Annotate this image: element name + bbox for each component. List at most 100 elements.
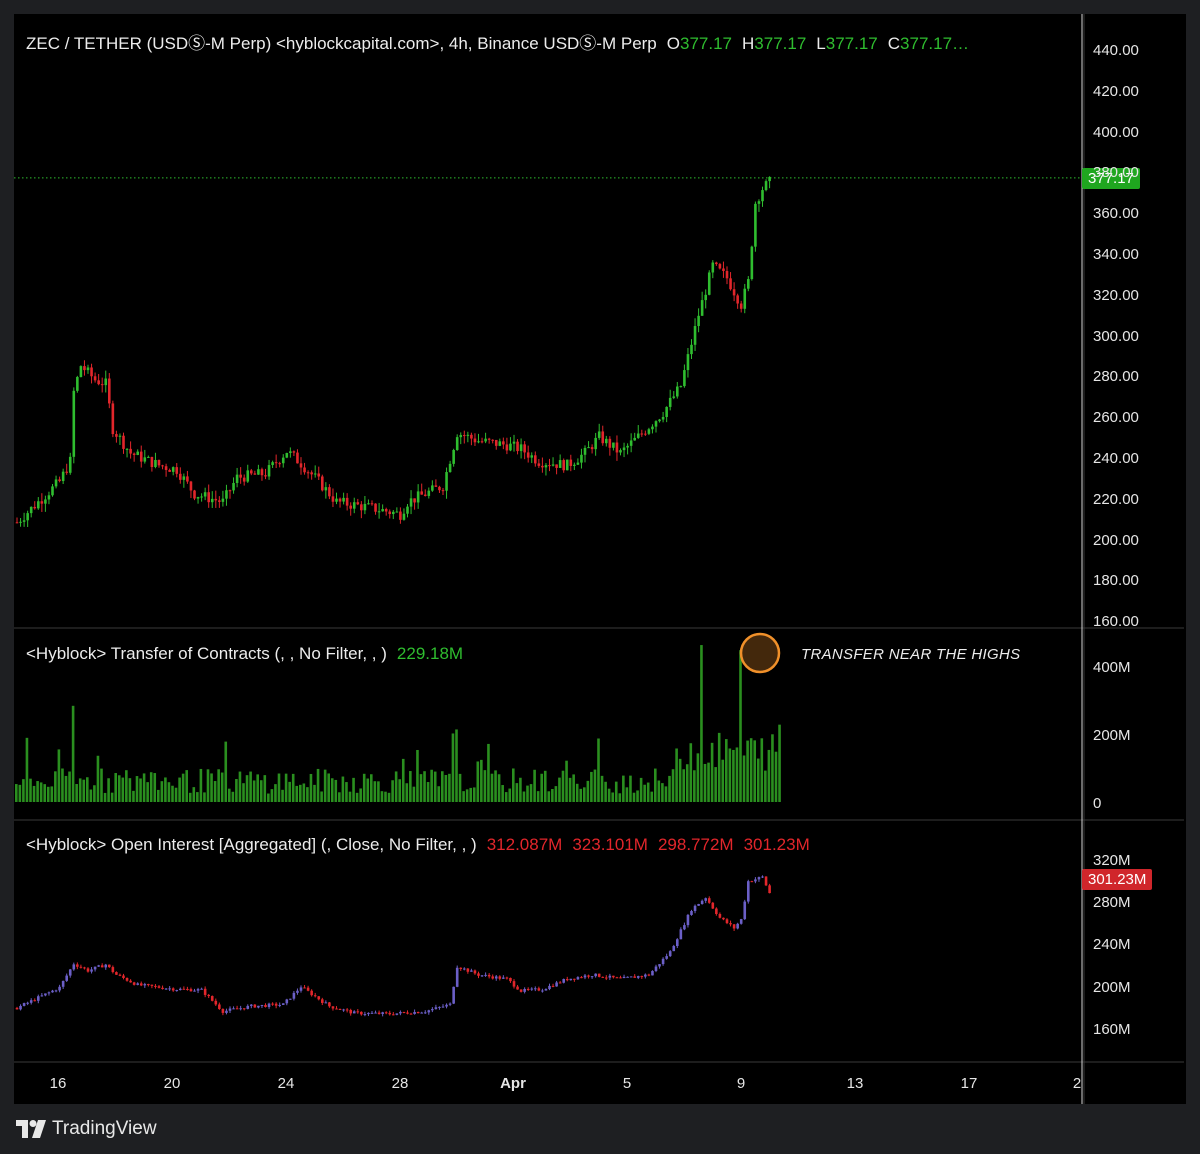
oi-candle (122, 975, 125, 979)
price-candle (218, 500, 221, 502)
price-candle (722, 268, 725, 272)
oi-candle (555, 982, 558, 987)
transfer-bar (625, 787, 629, 802)
price-tick-label: 320.00 (1093, 286, 1139, 304)
transfer-bar (607, 788, 611, 802)
oi-candle (33, 1000, 37, 1002)
price-candle (274, 462, 278, 464)
transfer-bar (504, 792, 508, 802)
transfer-bar (235, 779, 238, 802)
brand-name: TradingView (52, 1118, 157, 1139)
transfer-bar (192, 787, 196, 802)
price-candle (466, 434, 470, 436)
price-candle (494, 439, 498, 446)
oi-candle (367, 1012, 370, 1015)
oi-candle (317, 996, 321, 1000)
price-candle (118, 435, 122, 437)
price-candle (757, 201, 761, 204)
transfer-bar (462, 791, 465, 802)
price-legend: ZEC / TETHER (USDⓈ-M Perp) <hyblockcapit… (26, 34, 970, 53)
oi-candle (349, 1010, 352, 1014)
price-candle (210, 498, 214, 503)
price-candle (306, 472, 310, 474)
transfer-bar (270, 789, 274, 802)
oi-candle (434, 1007, 438, 1010)
price-candle (374, 503, 377, 512)
transfer-bar (401, 758, 405, 802)
price-candle (562, 460, 565, 471)
price-candle (707, 272, 711, 295)
oi-candle (108, 964, 111, 968)
transfer-bar (281, 789, 284, 802)
price-candle (768, 176, 771, 182)
price-candle (672, 396, 676, 398)
transfer-bar (327, 773, 330, 802)
oi-candle (374, 1012, 377, 1014)
transfer-bar (125, 770, 128, 802)
price-candle (271, 462, 274, 466)
price-candle (725, 271, 729, 279)
oi-candle (686, 914, 690, 926)
oi-candle (210, 996, 214, 1001)
transfer-bar (767, 749, 771, 802)
oi-candle (175, 990, 179, 992)
transfer-bar (306, 787, 309, 802)
transfer-bar (267, 793, 270, 802)
price-candle (413, 498, 416, 503)
transfer-bar (512, 768, 515, 802)
price-candle (700, 300, 704, 316)
price-candle (569, 459, 573, 466)
oi-candle (654, 966, 658, 971)
transfer-bar (664, 786, 668, 802)
price-candle (171, 467, 175, 472)
price-candle (764, 181, 768, 191)
transfer-bar (618, 793, 622, 802)
price-candle (441, 490, 445, 492)
symbol-title: ZEC / TETHER (USDⓈ-M Perp) <hyblockcapit… (26, 34, 657, 53)
oi-candle (246, 1005, 250, 1009)
price-candle (416, 491, 420, 503)
transfer-bar (682, 769, 685, 802)
price-candle (565, 459, 569, 471)
transfer-bar (444, 775, 448, 802)
price-candle (594, 437, 597, 450)
oi-candle (342, 1009, 345, 1011)
price-candle (676, 386, 679, 397)
price-candle (264, 475, 267, 477)
transfer-bar (536, 791, 540, 802)
oi-candle (732, 924, 736, 929)
transfer-bar (61, 768, 64, 802)
price-candle (509, 443, 512, 451)
transfer-bar (277, 773, 281, 802)
price-candle (257, 469, 260, 475)
transfer-bar (441, 771, 444, 802)
transfer-bar (437, 786, 441, 802)
transfer-bar (245, 775, 249, 802)
transfer-bar (774, 751, 778, 802)
price-candle (111, 403, 115, 435)
oi-candle (257, 1005, 260, 1008)
oi-candle (558, 982, 562, 984)
price-candle (179, 473, 182, 480)
transfer-bar (426, 782, 430, 802)
oi-candle (193, 990, 196, 992)
oi-low: 298.772M (657, 835, 734, 854)
price-tick-label: 160.00 (1093, 613, 1139, 631)
oi-candle (267, 1003, 271, 1007)
tradingview-brand[interactable]: TradingView (16, 1118, 157, 1140)
oi-candle (40, 995, 44, 997)
price-candle (61, 471, 65, 482)
oi-candle (409, 1013, 413, 1015)
price-candle (76, 377, 79, 391)
transfer-bar (217, 769, 220, 802)
price-candle (392, 511, 395, 515)
price-candle (597, 431, 601, 438)
transfer-bar (742, 755, 746, 802)
transfer-bar (146, 782, 149, 802)
transfer-bar (373, 781, 377, 802)
price-candle (154, 459, 157, 467)
price-candle (303, 467, 306, 473)
price-candle (480, 441, 484, 443)
price-candle (647, 429, 651, 434)
